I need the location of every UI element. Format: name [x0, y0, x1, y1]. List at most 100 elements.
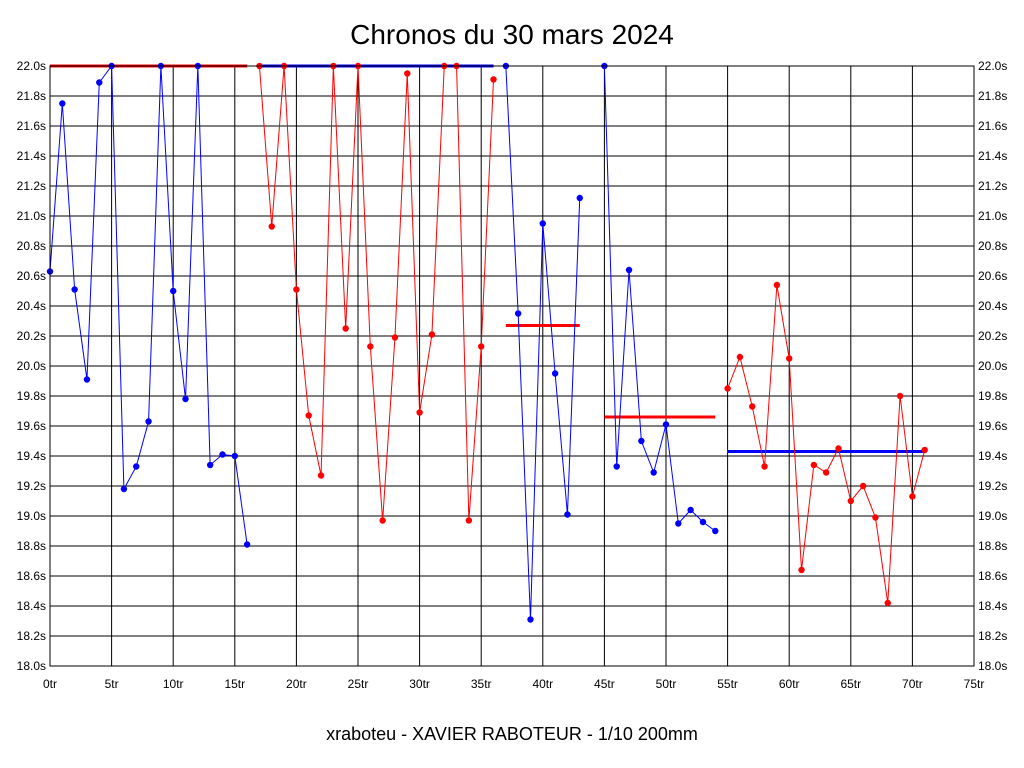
data-point	[206, 461, 214, 469]
x-tick-label: 55tr	[717, 677, 738, 691]
y-tick-label-right: 21.4s	[978, 149, 1007, 163]
y-tick-label-left: 21.0s	[17, 209, 46, 223]
data-point	[699, 518, 707, 526]
data-point	[527, 616, 534, 623]
y-tick-label-left: 18.0s	[17, 659, 46, 673]
y-tick-label-left: 21.8s	[17, 89, 46, 103]
data-point	[59, 100, 66, 107]
x-tick-label: 60tr	[779, 677, 800, 691]
data-point	[736, 353, 744, 361]
y-tick-label-right: 19.2s	[978, 479, 1007, 493]
data-point	[83, 376, 91, 383]
y-tick-label-right: 18.8s	[978, 539, 1007, 553]
x-tick-label: 20tr	[286, 677, 307, 691]
y-tick-label-right: 20.6s	[978, 269, 1007, 283]
data-point	[564, 511, 571, 518]
data-point	[551, 370, 559, 377]
series-red	[724, 281, 928, 607]
data-point	[773, 281, 781, 289]
plot-frame	[49, 65, 975, 667]
data-point	[465, 517, 473, 524]
data-point	[404, 70, 411, 77]
data-point	[182, 395, 189, 403]
x-tick-label: 50tr	[656, 677, 677, 691]
y-tick-label-right: 19.6s	[978, 419, 1007, 433]
data-point	[786, 355, 793, 362]
y-tick-label-right: 21.0s	[978, 209, 1007, 223]
y-tick-label-right: 18.2s	[978, 629, 1007, 643]
x-tick-label: 15tr	[224, 677, 245, 691]
x-tick-label: 45tr	[594, 677, 615, 691]
data-point	[798, 566, 805, 574]
data-point	[120, 485, 128, 493]
x-tick-label: 75tr	[964, 677, 985, 691]
y-tick-label-left: 19.4s	[17, 449, 46, 463]
y-tick-label-left: 19.6s	[17, 419, 46, 433]
data-point	[133, 463, 140, 470]
y-tick-label-left: 19.8s	[17, 389, 46, 403]
data-point	[884, 599, 891, 607]
y-tick-label-left: 18.2s	[17, 629, 46, 643]
data-point	[317, 472, 325, 479]
data-point	[490, 76, 497, 83]
data-point	[835, 445, 842, 452]
y-tick-label-right: 18.6s	[978, 569, 1007, 583]
y-tick-label-right: 20.8s	[978, 239, 1007, 253]
y-tick-label-right: 20.2s	[978, 329, 1007, 343]
data-point	[638, 437, 645, 445]
data-point	[243, 541, 251, 548]
tick-labels: 0tr 5tr 10tr 15tr 20tr 25tr 30tr 35tr 40tr 45tr 50…	[17, 59, 1008, 691]
data-point	[576, 194, 583, 202]
data-point	[539, 220, 546, 227]
data-point	[749, 403, 756, 410]
series-blue	[46, 62, 251, 548]
data-point	[391, 334, 399, 341]
y-tick-label-right: 18.0s	[978, 659, 1007, 673]
data-point	[268, 223, 275, 230]
grid	[49, 65, 975, 667]
data-point	[896, 392, 904, 400]
y-tick-label-left: 18.8s	[17, 539, 46, 553]
data-point	[478, 343, 485, 350]
y-tick-label-left: 18.4s	[17, 599, 46, 613]
y-tick-label-left: 18.6s	[17, 569, 46, 583]
data-point	[810, 461, 818, 469]
data-point	[170, 287, 177, 295]
series-blue	[502, 62, 583, 623]
y-tick-label-left: 20.8s	[17, 239, 46, 253]
y-tick-label-right: 20.0s	[978, 359, 1007, 373]
data-point	[847, 497, 854, 505]
y-tick-label-left: 21.4s	[17, 149, 46, 163]
data-point	[625, 266, 633, 274]
data-point	[219, 451, 226, 458]
data-point	[416, 409, 423, 416]
chart-subtitle: xraboteu - XAVIER RABOTEUR - 1/10 200mm	[326, 724, 698, 744]
data-point	[909, 493, 916, 500]
y-tick-label-left: 21.6s	[17, 119, 46, 133]
data-point	[231, 452, 238, 460]
x-tick-label: 40tr	[532, 677, 553, 691]
x-tick-label: 30tr	[409, 677, 430, 691]
x-tick-label: 70tr	[902, 677, 923, 691]
data-point	[428, 331, 436, 338]
y-tick-label-left: 20.0s	[17, 359, 46, 373]
data-point	[662, 421, 670, 428]
data-point	[675, 520, 682, 527]
x-tick-label: 5tr	[105, 677, 119, 691]
y-tick-label-right: 21.6s	[978, 119, 1007, 133]
y-tick-label-left: 20.2s	[17, 329, 46, 343]
data-point	[872, 514, 879, 521]
series-line	[603, 65, 716, 532]
y-tick-label-right: 20.4s	[978, 299, 1007, 313]
data-point	[822, 469, 830, 476]
data-point	[650, 469, 657, 476]
y-tick-label-right: 22.0s	[978, 59, 1007, 73]
data-point	[761, 463, 768, 470]
y-tick-label-left: 20.4s	[17, 299, 46, 313]
y-tick-label-left: 19.0s	[17, 509, 46, 523]
x-tick-label: 25tr	[348, 677, 369, 691]
data-point	[712, 527, 719, 535]
x-tick-label: 35tr	[471, 677, 492, 691]
data-point	[859, 482, 867, 490]
